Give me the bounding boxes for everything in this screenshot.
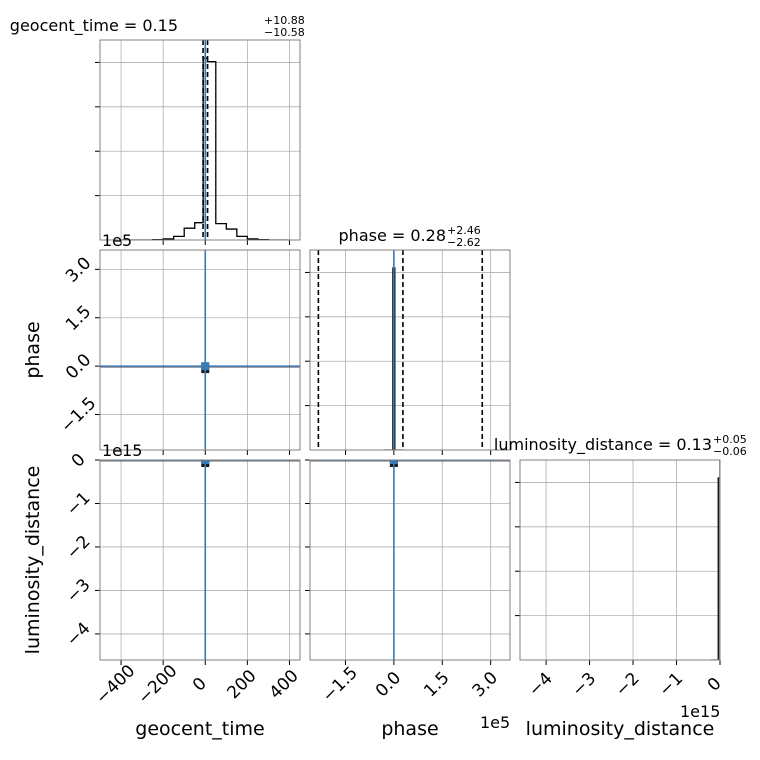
tick-label-y-phase-2: 1.5 bbox=[62, 302, 95, 335]
tick-label-y-phase-1: 0.0 bbox=[62, 350, 95, 383]
title-phase-plus: +2.46 bbox=[447, 224, 481, 237]
panel-luminosity-distance-hist: −4 −3 −2 −1 0 bbox=[515, 459, 726, 701]
tick-label-x-luminosity-distance-0: −4 bbox=[525, 669, 557, 701]
tick-label-x-luminosity-distance-1: −3 bbox=[568, 669, 600, 701]
tick-label-x-geocent-time-3: 200 bbox=[223, 666, 260, 703]
tick-label-x-luminosity-distance-3: −1 bbox=[655, 669, 687, 701]
tick-label-x-phase-1: 0.0 bbox=[372, 668, 405, 701]
tick-label-x-geocent-time-2: 0 bbox=[189, 674, 211, 696]
tick-label-x-phase-0: −1.5 bbox=[318, 663, 361, 706]
tick-label-y-luminosity-distance-2: −2 bbox=[63, 532, 95, 564]
tick-label-x-geocent-time-4: 400 bbox=[266, 666, 303, 703]
tick-label-x-phase-2: 1.5 bbox=[420, 668, 453, 701]
panel-geocent-time-vs-phase-frame bbox=[99, 249, 301, 451]
title-phase: phase = 0.28 bbox=[339, 226, 446, 245]
offset-phase-x: 1e5 bbox=[480, 713, 510, 732]
tick-label-x-luminosity-distance-2: −2 bbox=[612, 669, 644, 701]
title-luminosity-distance: luminosity_distance = 0.13 bbox=[494, 435, 712, 455]
panel-phase-hist bbox=[305, 249, 511, 455]
panel-geocent-time-vs-luminosity-distance-frame bbox=[99, 459, 301, 661]
tick-label-y-phase-0: −1.5 bbox=[57, 394, 100, 437]
tick-label-y-luminosity-distance-3: −1 bbox=[63, 488, 95, 520]
tick-label-y-phase-3: 3.0 bbox=[62, 253, 95, 286]
title-phase-minus: −2.62 bbox=[447, 236, 481, 249]
y-axis-label-luminosity-distance: luminosity_distance bbox=[22, 466, 44, 655]
panel-phase-hist-frame bbox=[309, 249, 511, 451]
offset-phase-y: 1e5 bbox=[102, 231, 132, 250]
tick-label-y-luminosity-distance-0: −4 bbox=[63, 619, 95, 651]
panel-luminosity-distance-hist-frame bbox=[519, 459, 721, 661]
tick-label-x-luminosity-distance-4: 0 bbox=[704, 674, 726, 696]
title-geocent-time: geocent_time = 0.15 bbox=[10, 16, 178, 36]
tick-label-x-geocent-time-0: −400 bbox=[92, 661, 139, 708]
x-axis-label-phase: phase bbox=[381, 718, 438, 740]
offset-luminosity-distance-x: 1e15 bbox=[680, 702, 720, 721]
title-geocent-time-minus: −10.58 bbox=[264, 26, 305, 39]
hist-luminosity-distance bbox=[710, 477, 720, 660]
panel-phase-vs-luminosity-distance-frame bbox=[309, 459, 511, 661]
y-axis-label-phase: phase bbox=[22, 321, 44, 378]
truth-marker-phase-luminosity-distance bbox=[389, 460, 398, 464]
title-luminosity-distance-plus: +0.05 bbox=[713, 433, 747, 446]
panel-phase-vs-luminosity-distance: −1.5 0.0 1.5 3.0 bbox=[305, 459, 511, 706]
truth-marker-geocent-time-phase bbox=[201, 362, 210, 371]
title-geocent-time-plus: +10.88 bbox=[264, 14, 305, 27]
panel-geocent-time-vs-phase: −1.5 0.0 1.5 3.0 bbox=[57, 249, 301, 455]
panel-geocent-time-vs-luminosity-distance: −4 −3 −2 −1 0 −400−200 0 200 400 bbox=[63, 450, 303, 708]
x-axis-label-luminosity-distance: luminosity_distance bbox=[526, 718, 715, 740]
title-luminosity-distance-minus: −0.06 bbox=[713, 445, 747, 458]
tick-label-y-luminosity-distance-4: 0 bbox=[68, 450, 90, 472]
tick-label-y-luminosity-distance-1: −3 bbox=[63, 575, 95, 607]
tick-label-x-geocent-time-1: −200 bbox=[134, 661, 181, 708]
offset-luminosity-distance-y: 1e15 bbox=[102, 441, 142, 460]
truth-marker-geocent-time-luminosity-distance bbox=[201, 460, 210, 464]
tick-label-x-phase-3: 3.0 bbox=[469, 668, 502, 701]
panel-geocent-time-hist bbox=[95, 39, 301, 245]
panel-geocent-time-hist-frame bbox=[99, 39, 301, 241]
x-axis-label-geocent-time: geocent_time bbox=[135, 718, 264, 740]
